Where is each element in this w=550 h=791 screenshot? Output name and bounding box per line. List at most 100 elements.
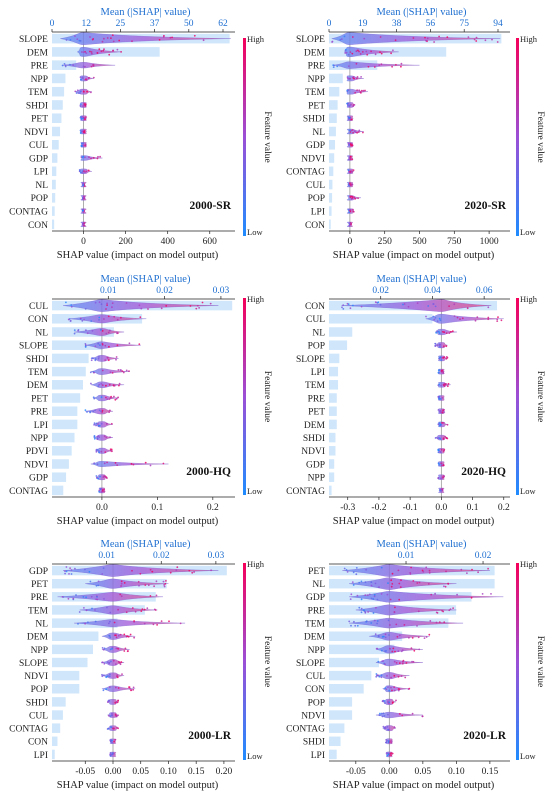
top-axis-tick-label: 0.06 — [476, 286, 493, 296]
panel-label: 2000-SR — [189, 200, 231, 212]
feature-label: DEM — [304, 633, 326, 643]
shap-point — [348, 222, 351, 225]
feature-label: CONTAG — [9, 725, 48, 735]
mean-shap-bar-contag — [329, 166, 334, 177]
shap-point — [443, 585, 445, 588]
shap-point — [370, 597, 373, 600]
shap-point — [438, 332, 441, 335]
shap-point — [110, 660, 112, 663]
shap-point — [376, 622, 378, 625]
feature-label: NDVI — [301, 447, 325, 457]
shap-point — [364, 581, 367, 584]
shap-point — [365, 50, 368, 53]
colorbar-gradient — [243, 298, 246, 495]
shap-point — [387, 728, 390, 731]
shap-point — [103, 662, 106, 665]
shap-point — [97, 155, 99, 158]
shap-point — [98, 450, 100, 452]
shap-point — [452, 607, 454, 609]
shap-point — [112, 727, 114, 730]
shap-point — [105, 436, 108, 439]
shap-point — [151, 570, 154, 573]
shap-point — [120, 582, 123, 585]
shap-point — [86, 411, 88, 413]
bottom-axis-tick-label: -0.05 — [346, 767, 366, 777]
shap-point — [400, 62, 403, 65]
shap-point — [373, 66, 376, 68]
top-axis-tick-label: 19 — [358, 19, 368, 29]
shap-point — [73, 332, 76, 335]
shap-point — [362, 89, 365, 92]
shap-point — [105, 396, 107, 399]
shap-point — [418, 648, 421, 651]
mean-shap-bar-pre — [329, 393, 337, 403]
shap-point — [120, 51, 122, 53]
mean-shap-bar-nl — [52, 179, 56, 190]
mean-shap-bar-ndvi — [329, 710, 353, 720]
shap-point — [453, 303, 456, 306]
colorbar-gradient — [243, 38, 246, 236]
shap-point — [100, 50, 103, 53]
shap-point — [105, 384, 107, 387]
shap-point — [81, 222, 84, 225]
shap-point — [448, 305, 450, 307]
shap-point — [89, 50, 91, 53]
bottom-axis-tick-label: -0.3 — [340, 503, 355, 513]
shap-point — [158, 39, 161, 41]
shap-point — [132, 688, 135, 691]
shap-point — [104, 344, 107, 347]
shap-point — [416, 582, 419, 584]
mean-shap-bar-lpi — [52, 749, 55, 760]
shap-point — [100, 422, 103, 425]
feature-label: NL — [35, 620, 48, 630]
shap-point — [94, 409, 96, 412]
shap-point — [99, 475, 101, 478]
shap-point — [77, 329, 80, 331]
shap-point — [93, 462, 96, 465]
shap-point — [456, 593, 458, 596]
shap-point — [115, 356, 118, 358]
shap-point — [163, 584, 166, 586]
bottom-axis-tick-label: 0.00 — [381, 767, 398, 777]
mean-shap-bar-cul — [329, 314, 433, 324]
shap-point — [473, 38, 476, 41]
shap-point — [387, 713, 389, 716]
shap-point — [360, 598, 363, 601]
shap-point — [70, 573, 73, 575]
shap-point — [394, 39, 397, 42]
shap-point — [374, 53, 377, 56]
shap-point — [113, 384, 116, 387]
shap-point — [155, 594, 158, 597]
shap-point — [90, 595, 93, 598]
shap-point — [350, 223, 352, 226]
shap-point — [437, 423, 440, 426]
feature-label: NPP — [31, 75, 48, 85]
shap-point — [83, 103, 86, 105]
shap-point — [442, 356, 445, 359]
shap-point — [439, 319, 442, 322]
top-axis-tick-label: 0.03 — [208, 551, 225, 561]
shap-point — [348, 105, 351, 108]
shap-point — [82, 596, 85, 598]
shap-point — [440, 384, 443, 387]
bottom-axis-tick-label: 0.05 — [415, 767, 432, 777]
shap-point — [103, 598, 105, 600]
mean-shap-bar-dem — [52, 380, 83, 390]
shap-point — [347, 142, 350, 145]
shap-point — [365, 620, 368, 622]
shap-point — [372, 598, 375, 600]
shap-point — [441, 488, 444, 491]
shap-point — [109, 715, 112, 717]
mean-shap-bar-con — [52, 219, 55, 230]
shap-point — [79, 40, 82, 42]
shap-point — [395, 699, 397, 702]
colorbar: High Low Feature value — [516, 34, 545, 237]
shap-point — [104, 475, 106, 478]
shap-point — [384, 702, 386, 704]
shap-point — [390, 741, 393, 744]
shap-point — [392, 647, 395, 650]
bottom-axis-tick-label: 600 — [203, 237, 218, 247]
shap-point — [134, 610, 137, 613]
panel-label: 2000-HQ — [186, 466, 231, 478]
shap-point — [360, 611, 363, 614]
